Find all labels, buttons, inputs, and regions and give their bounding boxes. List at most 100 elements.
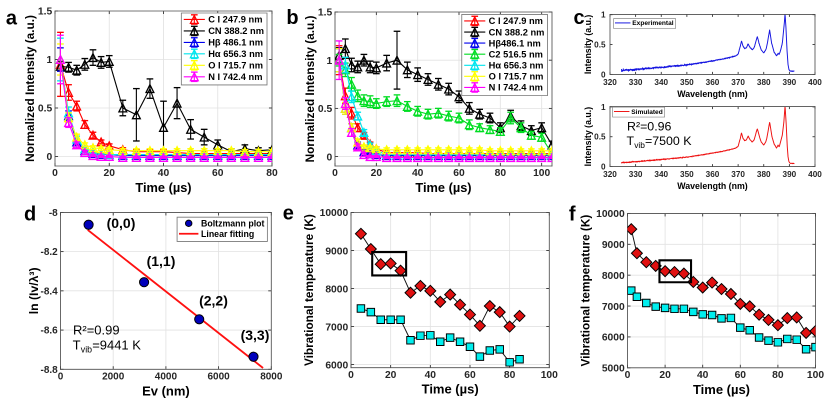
svg-text:R²=0.96: R²=0.96 [627, 119, 672, 133]
svg-text:=9441 K: =9441 K [92, 338, 141, 353]
svg-text:6000: 6000 [602, 333, 625, 344]
svg-text:vib: vib [81, 344, 92, 354]
svg-text:100: 100 [541, 370, 558, 381]
svg-text:1.5: 1.5 [38, 7, 53, 18]
svg-text:N I 742.4 nm: N I 742.4 nm [489, 83, 543, 93]
svg-text:6000: 6000 [325, 360, 348, 371]
svg-text:370: 370 [731, 78, 745, 87]
svg-text:360: 360 [706, 78, 720, 87]
svg-text:Time (µs): Time (µs) [135, 180, 191, 195]
svg-text:Intensity (a.u.): Intensity (a.u.) [583, 15, 593, 75]
svg-text:Time (µs): Time (µs) [422, 382, 479, 397]
svg-text:-8.4: -8.4 [41, 286, 59, 297]
svg-text:1: 1 [601, 11, 606, 20]
svg-text:a: a [6, 7, 18, 29]
svg-text:ln (Iv/λ³): ln (Iv/λ³) [27, 267, 41, 314]
svg-text:380: 380 [757, 170, 771, 179]
svg-text:60: 60 [453, 168, 465, 179]
svg-text:7000: 7000 [325, 322, 348, 333]
svg-text:Time (µs): Time (µs) [693, 382, 750, 397]
svg-text:1: 1 [601, 103, 606, 112]
svg-text:Intensity (a.u.): Intensity (a.u.) [583, 107, 593, 167]
svg-text:360: 360 [706, 170, 720, 179]
svg-text:1: 1 [327, 56, 333, 67]
svg-text:-8.8: -8.8 [41, 365, 59, 376]
svg-text:Vibrational temperature (K): Vibrational temperature (K) [302, 214, 316, 366]
svg-text:0: 0 [58, 371, 64, 382]
svg-text:20: 20 [371, 168, 383, 179]
svg-text:b: b [286, 7, 298, 29]
svg-text:Hα 656.3 nm: Hα 656.3 nm [208, 49, 263, 59]
svg-text:Experimental: Experimental [632, 20, 673, 27]
svg-text:0: 0 [327, 152, 333, 163]
svg-text:-8.6: -8.6 [41, 326, 59, 337]
svg-text:0: 0 [52, 168, 58, 179]
svg-text:CN 388.2 nm: CN 388.2 nm [489, 27, 545, 37]
svg-text:330: 330 [629, 170, 643, 179]
svg-text:100: 100 [807, 370, 824, 381]
svg-text:Hβ 486.1 nm: Hβ 486.1 nm [208, 38, 263, 48]
svg-text:0.5: 0.5 [318, 104, 333, 115]
svg-text:Normalized Intensity (a.u.): Normalized Intensity (a.u.) [23, 15, 37, 162]
svg-text:Hα 656.3 nm: Hα 656.3 nm [489, 61, 544, 71]
svg-text:-8.2: -8.2 [41, 247, 59, 258]
svg-text:40: 40 [425, 370, 437, 381]
svg-text:R²=0.99: R²=0.99 [73, 322, 120, 337]
svg-text:0: 0 [625, 370, 631, 381]
svg-text:400: 400 [808, 170, 822, 179]
svg-text:9000: 9000 [602, 240, 625, 251]
svg-text:C2 516.5 nm: C2 516.5 nm [489, 49, 543, 59]
svg-text:1.5: 1.5 [318, 8, 333, 19]
svg-text:Linear fitting: Linear fitting [201, 229, 254, 239]
svg-text:40: 40 [412, 168, 424, 179]
svg-text:370: 370 [731, 170, 745, 179]
svg-text:C I 247.9 nm: C I 247.9 nm [489, 16, 543, 26]
svg-text:Vibrational temperature (K): Vibrational temperature (K) [578, 215, 592, 367]
svg-text:20: 20 [385, 370, 397, 381]
svg-text:9000: 9000 [325, 246, 348, 257]
svg-text:60: 60 [464, 370, 476, 381]
svg-text:Ev (nm): Ev (nm) [142, 383, 190, 398]
svg-text:340: 340 [654, 78, 668, 87]
svg-text:T: T [627, 134, 635, 148]
svg-text:f: f [569, 204, 576, 226]
svg-text:6000: 6000 [207, 371, 230, 382]
svg-text:0.5: 0.5 [38, 104, 53, 115]
svg-text:Wavelength (nm): Wavelength (nm) [677, 181, 747, 191]
svg-text:8000: 8000 [260, 371, 283, 382]
svg-text:80: 80 [504, 370, 516, 381]
svg-text:0: 0 [601, 70, 606, 79]
svg-text:80: 80 [266, 168, 278, 179]
svg-text:O I 715.7 nm: O I 715.7 nm [208, 61, 263, 71]
svg-text:Normalized Intensity (a.u.): Normalized Intensity (a.u.) [303, 16, 317, 163]
svg-text:O I 715.7 nm: O I 715.7 nm [489, 72, 544, 82]
svg-text:0: 0 [601, 163, 606, 172]
svg-text:0: 0 [47, 152, 53, 163]
svg-text:e: e [283, 202, 294, 224]
svg-text:=7500 K: =7500 K [645, 134, 692, 148]
svg-text:40: 40 [158, 168, 170, 179]
svg-text:400: 400 [808, 78, 822, 87]
svg-text:Time (µs): Time (µs) [415, 180, 471, 195]
svg-text:T: T [73, 338, 81, 353]
svg-text:60: 60 [212, 168, 224, 179]
svg-text:0: 0 [332, 168, 338, 179]
svg-text:320: 320 [603, 78, 617, 87]
svg-text:10000: 10000 [596, 209, 625, 220]
svg-text:20: 20 [659, 370, 671, 381]
svg-text:80: 80 [495, 168, 507, 179]
svg-text:10000: 10000 [320, 208, 349, 219]
svg-text:c: c [574, 7, 585, 29]
svg-text:8000: 8000 [602, 271, 625, 282]
svg-text:CN 388.2 nm: CN 388.2 nm [208, 26, 264, 36]
svg-text:(3,3): (3,3) [241, 327, 270, 343]
svg-text:40: 40 [697, 370, 709, 381]
svg-text:320: 320 [603, 170, 617, 179]
svg-text:1: 1 [47, 55, 53, 66]
svg-text:0.5: 0.5 [594, 41, 606, 50]
svg-text:340: 340 [654, 170, 668, 179]
svg-text:C I 247.9 nm: C I 247.9 nm [208, 15, 262, 25]
svg-text:80: 80 [772, 370, 784, 381]
svg-text:390: 390 [783, 78, 797, 87]
svg-text:Boltzmann plot: Boltzmann plot [201, 218, 264, 228]
